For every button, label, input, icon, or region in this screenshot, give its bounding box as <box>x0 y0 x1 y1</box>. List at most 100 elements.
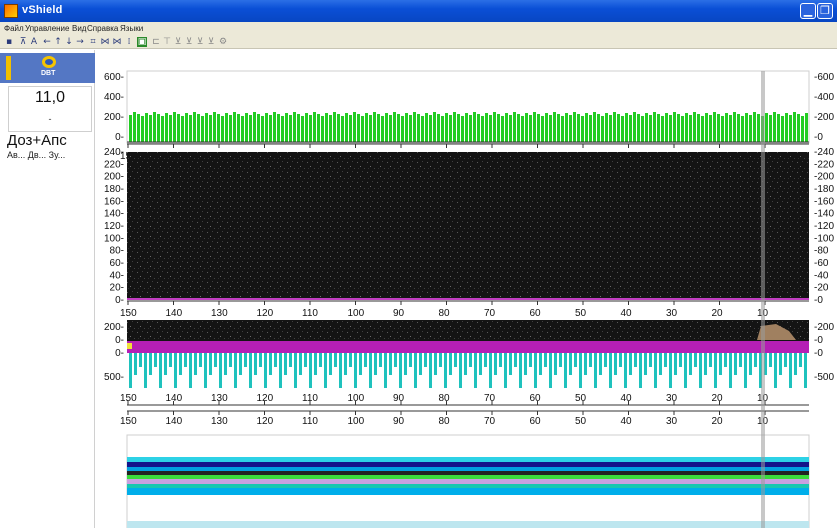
teal-bar <box>619 353 622 367</box>
teal-bar <box>204 353 207 388</box>
green-bar <box>213 112 216 142</box>
teal-bar <box>734 353 737 375</box>
teal-bar <box>164 353 167 375</box>
menu-languages[interactable]: Языки <box>120 24 144 33</box>
green-bar <box>769 115 772 142</box>
y-tick-label: -200 <box>814 322 834 333</box>
depth-cursor[interactable] <box>761 71 765 528</box>
teal-bar <box>169 353 172 367</box>
y-tick-label: -0 <box>814 348 823 359</box>
green-bar <box>753 112 756 142</box>
teal-bar <box>644 353 647 375</box>
save-icon[interactable]: ▪ <box>5 37 13 47</box>
green-bar <box>505 113 508 142</box>
teal-bar <box>709 353 712 367</box>
green-bar <box>749 115 752 142</box>
mode-options[interactable]: Ав... Дв... Зу... <box>7 150 66 160</box>
grid5-icon[interactable]: ⊻ <box>196 37 204 47</box>
green-bar <box>301 116 304 142</box>
green-bar <box>357 114 360 142</box>
arrow-down-icon[interactable]: ↓ <box>65 37 73 47</box>
teal-bar <box>209 353 212 375</box>
green-bar <box>633 112 636 142</box>
y-tick-label: -600 <box>814 72 834 83</box>
teal-bar-series <box>129 353 807 388</box>
y-tick-label: -200 <box>814 112 834 123</box>
minimize-button[interactable]: ▁ <box>800 3 816 19</box>
strip-navy <box>127 462 809 467</box>
green-bar-series <box>129 112 808 142</box>
x-axis-3: 150140130120110100908070605040302010 <box>120 393 809 406</box>
teal-bar <box>689 353 692 375</box>
teal-bar <box>704 353 707 375</box>
grid3-icon[interactable]: ⊻ <box>174 37 182 47</box>
teal-bar <box>139 353 142 367</box>
green-bar <box>413 112 416 142</box>
green-bar <box>697 114 700 142</box>
teal-bar <box>274 353 277 367</box>
teal-bar <box>669 353 672 388</box>
green-bar <box>605 113 608 142</box>
expand-icon[interactable]: ⌗ <box>90 37 96 47</box>
green-bar <box>161 116 164 142</box>
green-bar <box>725 113 728 142</box>
green-bar <box>329 115 332 142</box>
maximize-button[interactable]: ❐ <box>817 3 833 19</box>
grid2-icon[interactable]: ⊤ <box>163 37 171 47</box>
green-bar <box>665 113 668 142</box>
teal-bar <box>759 353 762 388</box>
x-tick-label: 40 <box>621 308 633 319</box>
green-bar <box>185 113 188 142</box>
strip-blue <box>127 467 809 471</box>
arrow-right-icon[interactable]: → <box>76 37 84 47</box>
y-tick-label: -200 <box>814 172 834 183</box>
arrow-up-icon[interactable]: ↑ <box>54 37 62 47</box>
green-bar <box>369 115 372 142</box>
teal-bar <box>304 353 307 367</box>
teal-bar <box>659 353 662 375</box>
grid6-icon[interactable]: ⊻ <box>207 37 215 47</box>
green-bar <box>629 115 632 142</box>
green-bar <box>353 112 356 142</box>
teal-bar <box>414 353 417 388</box>
menu-help[interactable]: Справка <box>87 24 119 33</box>
y-tick-label: 140- <box>104 209 124 220</box>
teal-bar <box>609 353 612 388</box>
green-bar <box>713 112 716 142</box>
split-icon[interactable]: ⁞ <box>127 37 131 47</box>
logo-text: DBT <box>41 70 56 77</box>
teal-bar <box>649 353 652 367</box>
x-tick-label: 30 <box>666 308 678 319</box>
zoom-alt-icon[interactable]: ⋈ <box>112 37 122 47</box>
menu-file[interactable]: Файл <box>4 24 24 33</box>
green-bar <box>589 115 592 142</box>
grid4-icon[interactable]: ⊻ <box>185 37 193 47</box>
green-bar <box>773 112 776 142</box>
display-icon[interactable]: ▣ <box>137 37 147 47</box>
x-axis-2: 150140130120110100908070605040302010 <box>120 300 809 319</box>
x-tick-label: 40 <box>621 416 633 427</box>
filter-icon[interactable]: ⊼ <box>19 37 27 47</box>
teal-bar <box>464 353 467 375</box>
settings-icon[interactable]: ⚙ <box>218 37 228 47</box>
y-tick-label: -120 <box>814 221 834 232</box>
grid-icon[interactable]: ⊏ <box>152 37 160 47</box>
green-bar <box>669 115 672 142</box>
x-tick-label: 100 <box>348 308 365 319</box>
teal-bar <box>424 353 427 367</box>
green-bar <box>205 113 208 142</box>
text-icon[interactable]: A <box>30 37 38 47</box>
menu-control[interactable]: Управление <box>25 24 70 33</box>
x-tick-label: 120 <box>257 393 274 404</box>
green-bar <box>689 115 692 142</box>
green-bar <box>293 112 296 142</box>
x-tick-label: 100 <box>348 416 365 427</box>
teal-bar <box>569 353 572 375</box>
arrow-left-icon[interactable]: ← <box>43 37 51 47</box>
y-tick-label: 100- <box>104 233 124 244</box>
zoom-icon[interactable]: ⋈ <box>100 37 110 47</box>
menu-view[interactable]: Вид <box>72 24 87 33</box>
teal-bar <box>794 353 797 375</box>
green-bar <box>617 114 620 142</box>
green-bar <box>173 112 176 142</box>
